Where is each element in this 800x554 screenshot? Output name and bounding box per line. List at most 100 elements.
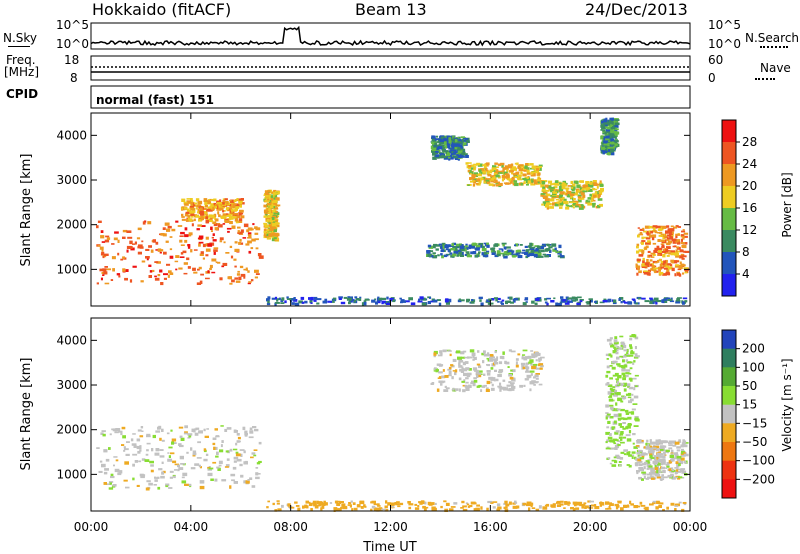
heatmap-cell xyxy=(652,300,658,303)
heatmap-cell xyxy=(160,282,164,286)
heatmap-cell xyxy=(258,441,262,445)
heatmap-cell xyxy=(175,220,179,223)
heatmap-cell xyxy=(600,129,603,131)
heatmap-cell xyxy=(273,189,277,194)
heatmap-cell xyxy=(654,465,657,469)
heatmap-cell xyxy=(421,302,427,306)
heatmap-cell xyxy=(273,192,276,196)
heatmap-cell xyxy=(240,453,243,457)
heatmap-cell xyxy=(641,478,644,481)
heatmap-cell xyxy=(538,505,542,509)
heatmap-cell xyxy=(516,505,520,509)
heatmap-cell xyxy=(181,476,185,479)
heatmap-cell xyxy=(514,167,517,171)
heatmap-cell xyxy=(218,207,222,210)
heatmap-cell xyxy=(525,362,530,365)
heatmap-cell xyxy=(567,297,572,300)
heatmap-cell xyxy=(185,219,189,222)
heatmap-cell xyxy=(652,447,657,449)
heatmap-cell xyxy=(558,189,563,193)
heatmap-cell xyxy=(615,408,619,412)
heatmap-cell xyxy=(536,178,541,182)
heatmap-cell xyxy=(609,387,613,391)
heatmap-cell xyxy=(153,484,157,486)
heatmap-cell xyxy=(558,244,562,249)
heatmap-cell xyxy=(558,200,563,203)
heatmap-cell xyxy=(334,500,339,504)
heatmap-cell xyxy=(607,146,613,150)
heatmap-cell xyxy=(559,250,562,254)
heatmap-cell xyxy=(458,377,462,381)
heatmap-cell xyxy=(272,234,275,238)
heatmap-cell xyxy=(628,411,633,414)
heatmap-cell xyxy=(494,243,499,246)
heatmap-cell xyxy=(653,229,656,233)
heatmap-cell xyxy=(668,252,673,255)
heatmap-cell xyxy=(333,507,338,510)
heatmap-cell xyxy=(590,198,593,202)
heatmap-cell xyxy=(515,243,519,247)
heatmap-cell xyxy=(181,218,186,221)
heatmap-cell xyxy=(117,472,122,476)
heatmap-cell xyxy=(677,268,682,271)
heatmap-cell xyxy=(613,145,616,148)
heatmap-cell xyxy=(530,247,535,250)
heatmap-cell xyxy=(678,463,681,467)
heatmap-cell xyxy=(598,193,601,198)
heatmap-cell xyxy=(532,381,538,384)
heatmap-cell xyxy=(206,200,211,204)
heatmap-cell xyxy=(649,454,653,459)
heatmap-cell xyxy=(469,349,475,353)
heatmap-cell xyxy=(566,204,569,208)
heatmap-cell xyxy=(598,203,603,206)
colorbar-swatch xyxy=(722,252,736,275)
colorbar-swatch xyxy=(722,230,736,253)
heatmap-cell xyxy=(501,357,505,360)
heatmap-cell xyxy=(608,144,611,148)
heatmap-cell xyxy=(614,336,618,339)
heatmap-cell xyxy=(338,297,342,300)
heatmap-cell xyxy=(599,191,603,195)
heatmap-cell xyxy=(474,254,479,258)
velocity-panel-frame xyxy=(90,317,691,512)
heatmap-cell xyxy=(639,501,643,505)
freq-label: Freq. xyxy=(6,53,36,67)
heatmap-cell xyxy=(199,206,203,208)
heatmap-cell xyxy=(230,205,233,208)
heatmap-cell xyxy=(611,464,617,467)
heatmap-cell xyxy=(652,225,658,229)
heatmap-cell xyxy=(614,348,617,352)
heatmap-cell xyxy=(104,239,110,243)
heatmap-cell xyxy=(247,479,250,481)
heatmap-cell xyxy=(628,354,634,357)
heatmap-cell xyxy=(674,245,677,248)
heatmap-cell xyxy=(228,203,234,207)
heatmap-cell xyxy=(439,153,444,156)
heatmap-cell xyxy=(517,167,522,169)
heatmap-cell xyxy=(625,374,629,378)
heatmap-cell xyxy=(679,261,682,265)
heatmap-cell xyxy=(449,353,452,357)
heatmap-cell xyxy=(542,201,546,204)
heatmap-cell xyxy=(289,506,295,509)
heatmap-cell xyxy=(224,466,229,468)
heatmap-cell xyxy=(637,505,640,508)
heatmap-cell xyxy=(522,349,528,352)
heatmap-cell xyxy=(490,378,496,381)
heatmap-cell xyxy=(184,239,188,243)
heatmap-cell xyxy=(206,208,210,212)
heatmap-cell xyxy=(594,191,598,195)
heatmap-cell xyxy=(233,448,238,451)
heatmap-cell xyxy=(210,220,214,223)
heatmap-cell xyxy=(642,260,645,264)
heatmap-cell xyxy=(249,427,253,430)
heatmap-cell xyxy=(101,241,106,243)
heatmap-cell xyxy=(431,139,436,142)
heatmap-cell xyxy=(161,461,164,464)
heatmap-cell xyxy=(400,299,405,303)
heatmap-cell xyxy=(681,470,685,474)
heatmap-cell xyxy=(591,202,596,206)
heatmap-cell xyxy=(386,302,391,305)
heatmap-cell xyxy=(676,464,680,468)
heatmap-cell xyxy=(98,470,103,473)
